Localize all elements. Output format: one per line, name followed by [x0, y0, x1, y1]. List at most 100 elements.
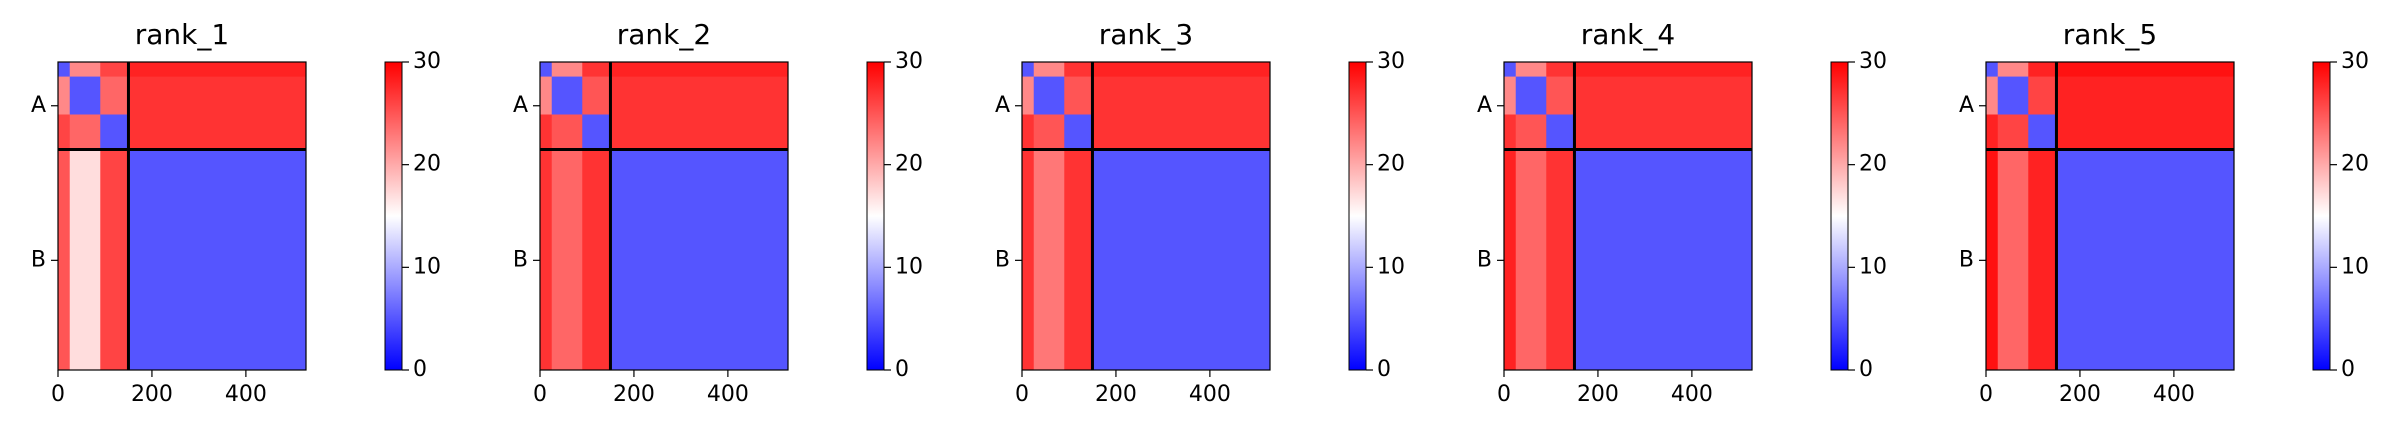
panel-title: rank_3 — [1099, 18, 1193, 51]
y-tick-label: A — [1477, 93, 1492, 118]
plot-frame — [1985, 61, 2235, 371]
plot-frame — [57, 61, 307, 371]
heatmap-cell — [610, 62, 789, 78]
heatmap-cell — [1986, 62, 1999, 78]
colorbar-tick-label: 10 — [413, 254, 441, 279]
heatmap-cell — [1064, 149, 1093, 371]
y-tick-label: B — [1959, 247, 1974, 272]
x-tick-label: 400 — [2153, 382, 2195, 407]
y-tick-label: B — [31, 247, 46, 272]
y-tick-label: A — [995, 93, 1010, 118]
heatmap-cell — [1515, 149, 1547, 371]
heatmap-cell — [100, 76, 129, 115]
colorbar-tick-label: 20 — [1377, 152, 1405, 177]
heatmap-cell — [58, 76, 71, 115]
heatmap-cell — [1574, 62, 1753, 78]
heatmap-cell — [1504, 62, 1517, 78]
heatmap-cell — [1997, 62, 2029, 78]
y-tick-label: A — [1959, 93, 1974, 118]
colorbar-tick-label: 0 — [413, 357, 427, 382]
x-tick-label: 0 — [1015, 382, 1029, 407]
heatmap-cell — [69, 114, 101, 150]
colorbar — [1348, 61, 1367, 371]
y-tick-label: B — [1477, 247, 1492, 272]
heatmap-cell — [540, 149, 553, 371]
heatmap-cell — [2028, 114, 2057, 150]
heatmap-cell — [100, 62, 129, 78]
heatmap-cell — [1022, 76, 1035, 115]
x-tick-label: 200 — [1577, 382, 1619, 407]
heatmap-cell — [1022, 62, 1035, 78]
heatmap-cell — [2056, 114, 2235, 150]
x-tick-label: 0 — [533, 382, 547, 407]
heatmap-cell — [540, 114, 553, 150]
heatmap-cell — [58, 114, 71, 150]
colorbar-tick-label: 10 — [2341, 254, 2369, 279]
heatmap-cell — [1033, 76, 1065, 115]
x-tick-label: 0 — [1497, 382, 1511, 407]
heatmap-cell — [1546, 76, 1575, 115]
x-tick-label: 200 — [2059, 382, 2101, 407]
x-tick-label: 200 — [131, 382, 173, 407]
heatmap-cell — [1092, 149, 1271, 371]
heatmap-cell — [1574, 76, 1753, 115]
heatmap-cell — [69, 76, 101, 115]
heatmap-cell — [610, 76, 789, 115]
heatmap-cell — [610, 149, 789, 371]
heatmap-cell — [1092, 76, 1271, 115]
heatmap-cell — [2028, 76, 2057, 115]
colorbar — [384, 61, 403, 371]
heatmap-cell — [610, 114, 789, 150]
colorbar-tick-label: 20 — [1859, 152, 1887, 177]
colorbar-tick-label: 30 — [2341, 49, 2369, 74]
heatmap-cell — [1574, 149, 1753, 371]
x-tick-label: 200 — [613, 382, 655, 407]
panel-title: rank_1 — [135, 18, 229, 51]
heatmap-cell — [582, 62, 611, 78]
colorbar-tick-label: 20 — [895, 152, 923, 177]
heatmap-cell — [58, 62, 71, 78]
heatmap-cell — [1986, 76, 1999, 115]
heatmap-cell — [1515, 76, 1547, 115]
heatmap-cell — [551, 149, 583, 371]
colorbar-tick-label: 0 — [1859, 357, 1873, 382]
colorbar-tick-label: 20 — [413, 152, 441, 177]
heatmap-cell — [1997, 114, 2029, 150]
heatmap-cell — [1022, 114, 1035, 150]
colorbar-tick-label: 0 — [1377, 357, 1391, 382]
heatmap-cell — [1546, 62, 1575, 78]
heatmap-cell — [2028, 149, 2057, 371]
heatmap-cell — [1064, 76, 1093, 115]
colorbar-tick-label: 0 — [895, 357, 909, 382]
x-tick-label: 400 — [707, 382, 749, 407]
heatmap-cell — [1033, 149, 1065, 371]
y-tick-label: B — [995, 247, 1010, 272]
heatmap-cell — [100, 149, 129, 371]
heatmap-cell — [1064, 62, 1093, 78]
heatmap-cell — [582, 76, 611, 115]
heatmap-cell — [1504, 76, 1517, 115]
heatmap-cell — [2028, 62, 2057, 78]
heatmap-cell — [582, 114, 611, 150]
x-tick-label: 400 — [1189, 382, 1231, 407]
heatmap-cell — [1033, 62, 1065, 78]
heatmap-cell — [1064, 114, 1093, 150]
heatmap-cell — [1574, 114, 1753, 150]
heatmap-cell — [2056, 76, 2235, 115]
colorbar-tick-label: 0 — [2341, 357, 2355, 382]
heatmap-cell — [582, 149, 611, 371]
heatmap-cell — [1997, 149, 2029, 371]
panel-title: rank_2 — [617, 18, 711, 51]
heatmap-cell — [1092, 62, 1271, 78]
heatmap-cell — [1504, 114, 1517, 150]
panel-title: rank_5 — [2063, 18, 2157, 51]
heatmap-cell — [128, 76, 307, 115]
colorbar-tick-label: 30 — [413, 49, 441, 74]
heatmap-cell — [1092, 114, 1271, 150]
colorbar-tick-label: 30 — [1859, 49, 1887, 74]
y-tick-label: A — [513, 93, 528, 118]
heatmap-cell — [58, 149, 71, 371]
plot-frame — [1503, 61, 1753, 371]
heatmap-cell — [1504, 149, 1517, 371]
